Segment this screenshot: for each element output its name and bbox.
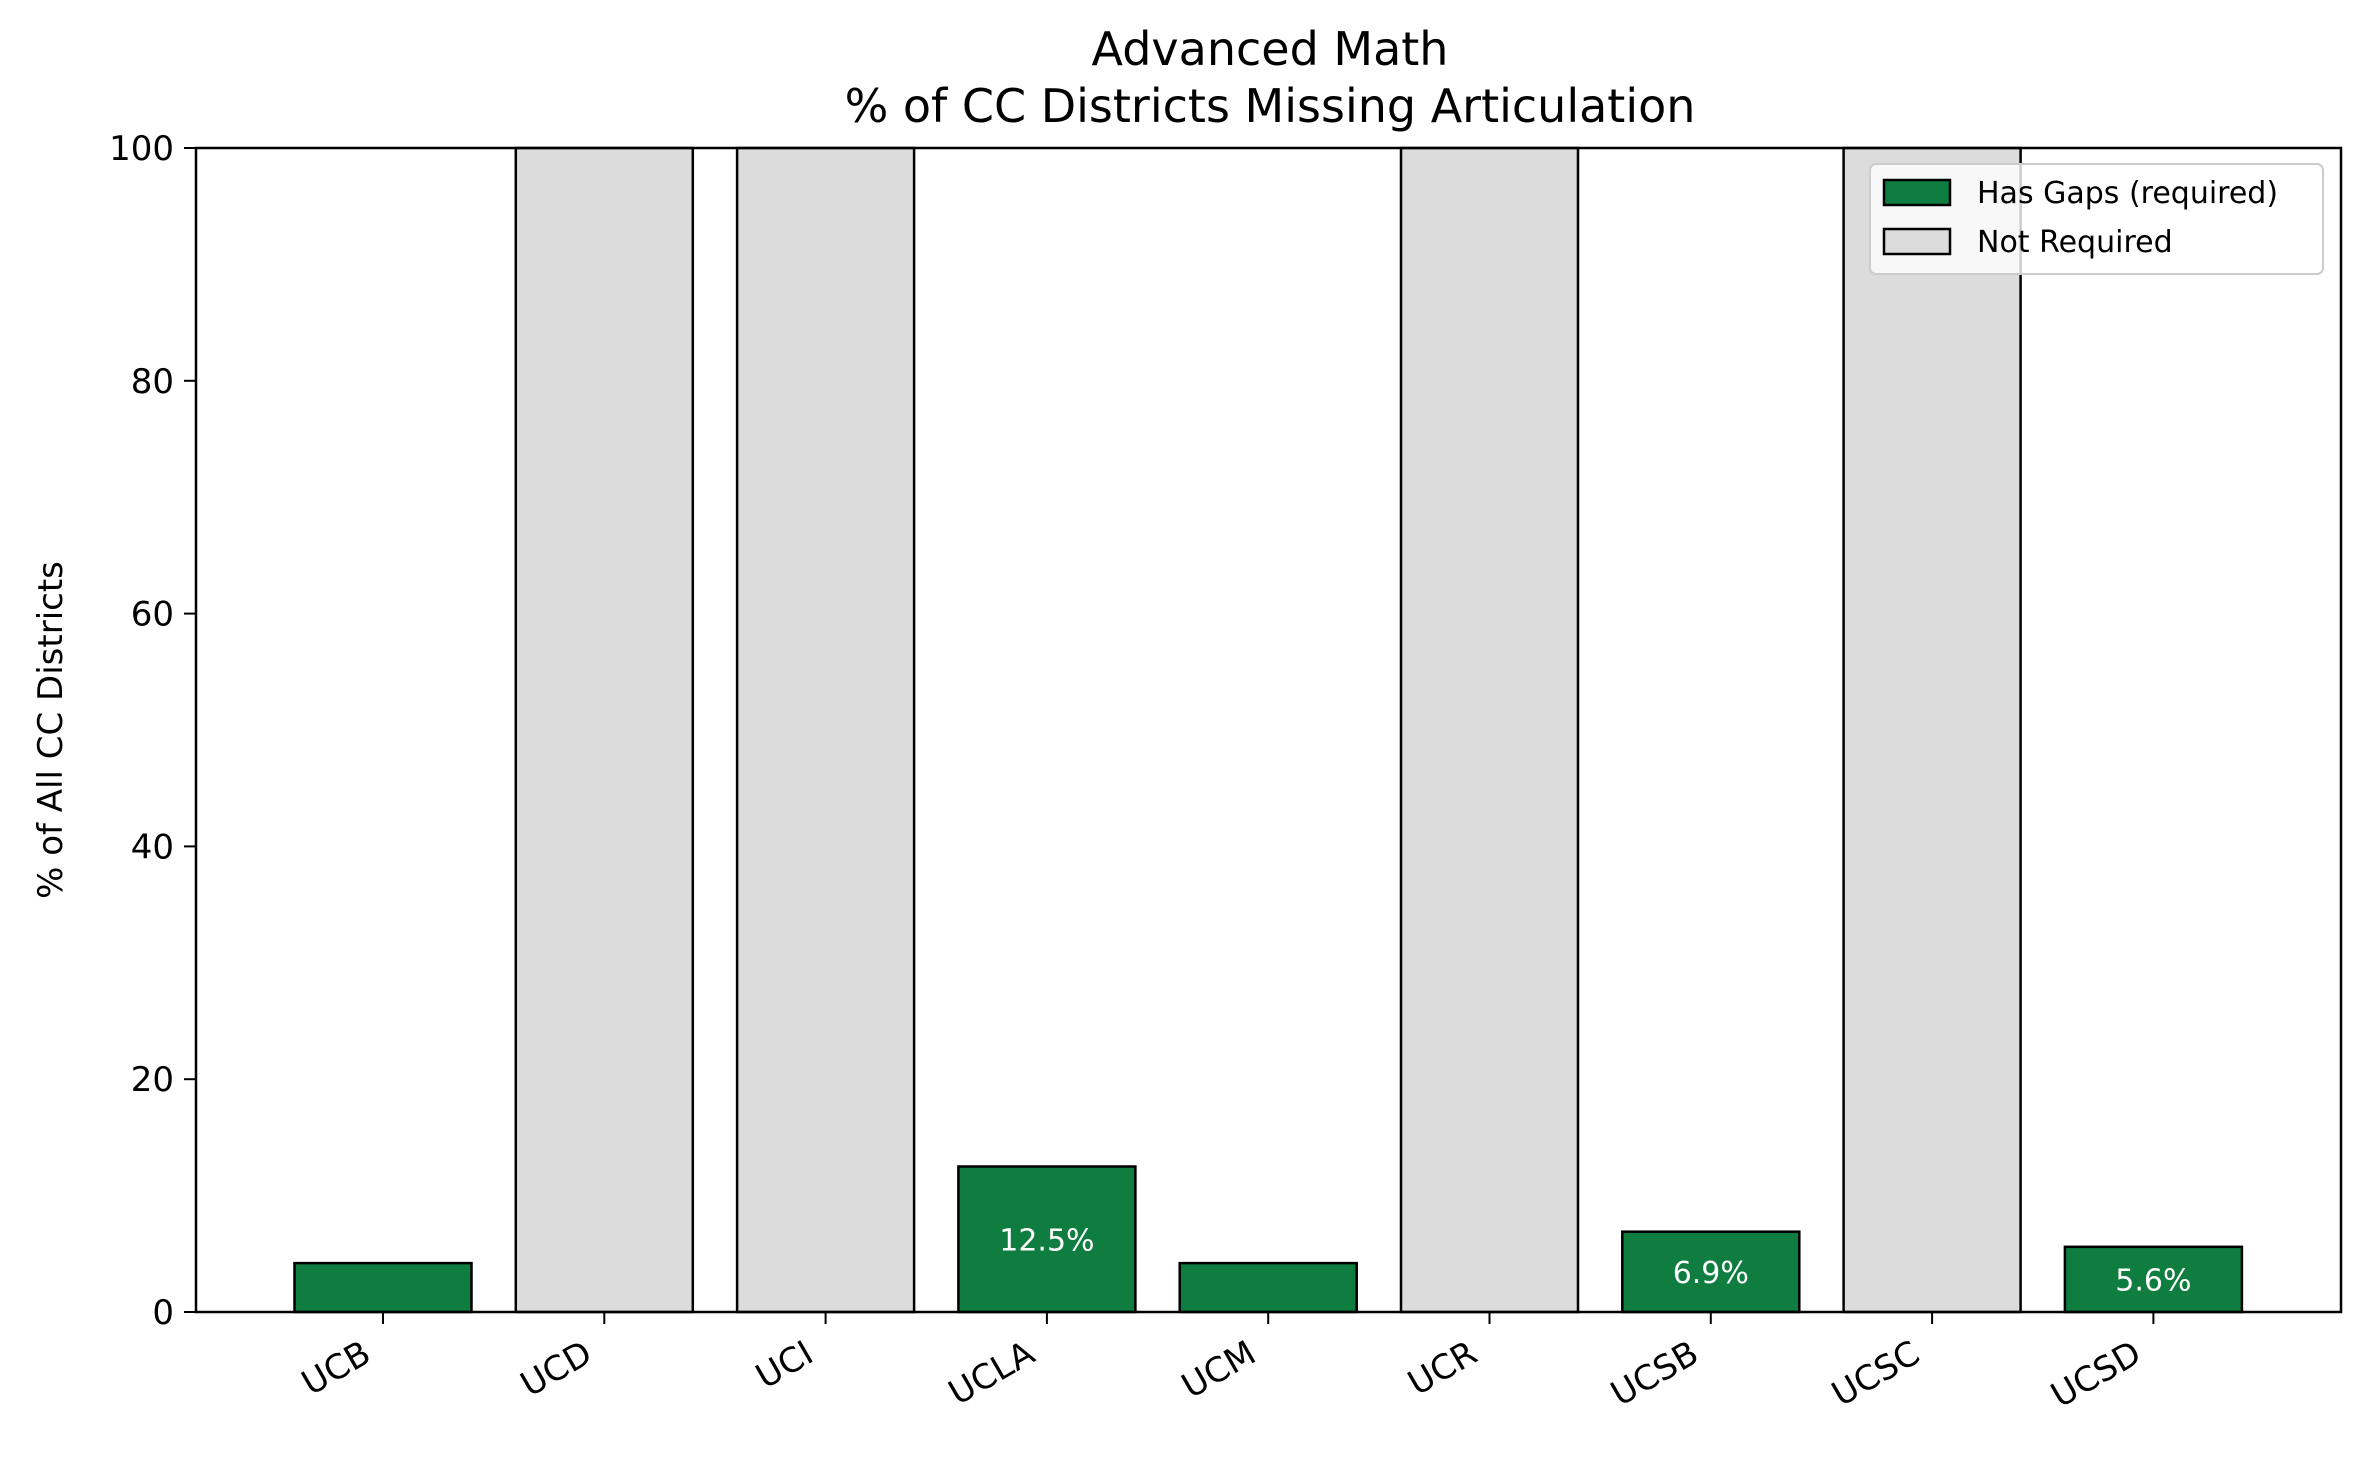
plot-frame (194, 146, 2343, 1314)
x-tick-label-ucr: UCR (1401, 1333, 1484, 1404)
bar-uci (735, 146, 916, 1314)
bar-ucd (514, 146, 695, 1314)
y-tick-label-20: 20 (131, 1060, 174, 1100)
bar-ucla (957, 1165, 1137, 1314)
bar-ucsc (1842, 146, 2022, 1314)
legend-swatch-not-required (1882, 227, 1952, 256)
chart-title-line-1: Advanced Math (1092, 22, 1449, 76)
chart-title-line-2: % of CC Districts Missing Articulation (845, 79, 1696, 133)
x-axis: UCB UCD UCI UCLA UCM UCR UCSB UCSC UCSD (295, 1312, 2155, 1416)
x-tick-label-ucsc: UCSC (1825, 1333, 1926, 1415)
x-tick-label-ucb: UCB (295, 1333, 377, 1404)
legend-label-has-gaps: Has Gaps (required) (1977, 176, 2278, 211)
y-tick-label-100: 100 (109, 129, 174, 169)
bars-layer (293, 146, 2244, 1314)
y-axis-label: % of All CC Districts (31, 561, 71, 899)
x-tick-label-ucsd: UCSD (2044, 1333, 2147, 1416)
bar-ucm (1178, 1261, 1358, 1314)
bar-ucb (293, 1261, 473, 1314)
bar-label-ucla: 12.5% (999, 1223, 1094, 1258)
x-tick-label-ucm: UCM (1175, 1333, 1263, 1407)
bar-ucr (1399, 146, 1580, 1314)
x-tick-label-ucd: UCD (514, 1333, 599, 1405)
x-tick-label-ucsb: UCSB (1604, 1333, 1705, 1414)
legend: Has Gaps (required) Not Required (1869, 163, 2324, 275)
y-tick-label-40: 40 (131, 827, 174, 867)
bar-labels-layer: 12.5% 6.9% 5.6% (999, 1223, 2191, 1298)
x-tick-label-uci: UCI (749, 1333, 820, 1397)
y-tick-label-0: 0 (152, 1293, 174, 1333)
legend-swatch-has-gaps (1882, 178, 1952, 207)
y-axis: 0 20 40 60 80 100 (109, 129, 196, 1333)
bar-label-ucsd: 5.6% (2115, 1263, 2191, 1298)
y-tick-label-60: 60 (131, 595, 174, 635)
bar-ucsb (1621, 1230, 1801, 1314)
x-tick-label-ucla: UCLA (942, 1333, 1041, 1413)
legend-box (1869, 163, 2324, 275)
legend-label-not-required: Not Required (1977, 225, 2173, 260)
bar-label-ucsb: 6.9% (1673, 1256, 1749, 1291)
y-tick-label-80: 80 (131, 362, 174, 402)
